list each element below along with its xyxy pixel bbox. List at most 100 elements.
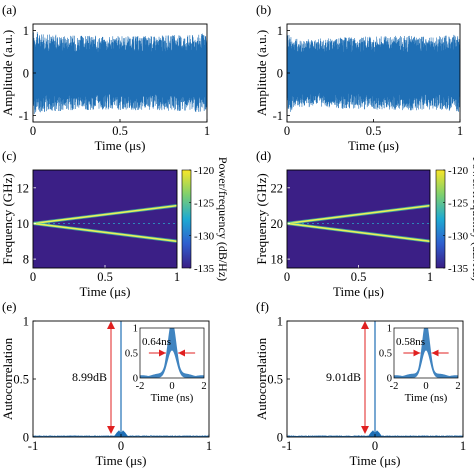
- inset-x-axis-label: Time (ns): [405, 392, 448, 404]
- colorbar-tick-label: -135: [194, 263, 215, 275]
- axes-frame: [286, 320, 464, 438]
- inset-frame: [139, 327, 205, 379]
- y-axis-label: Autocorrelation: [0, 337, 15, 420]
- y-tick-label: 0: [23, 431, 29, 445]
- x-tick-label: -1: [282, 439, 292, 453]
- chirp-trace-1: [32, 222, 178, 243]
- x-axis-label: Time (μs): [80, 284, 131, 299]
- y-tick-label: 8: [23, 253, 29, 267]
- panel-label: (b): [256, 2, 271, 17]
- y-tick-label: 1: [23, 315, 29, 329]
- y-axis-label: Autocorrelation: [254, 337, 269, 420]
- inset-y-tick-label: 0: [387, 374, 392, 385]
- y-tick-label: 0: [277, 431, 283, 445]
- colorbar-tick-label: -125: [448, 198, 469, 210]
- inset-y-tick-label: 0.5: [379, 349, 392, 360]
- chirp-trace-1: [286, 222, 431, 243]
- fwhm-label: 0.58ns: [396, 336, 425, 348]
- waveform-series: [286, 34, 461, 113]
- colorbar-tick-label: -135: [448, 263, 469, 275]
- y-tick-label: 0.5: [267, 373, 283, 387]
- y-tick-label: 1: [277, 315, 283, 329]
- y-tick-label: 0: [23, 67, 29, 81]
- y-tick-label: 1: [277, 24, 283, 38]
- x-tick-label: 1: [206, 439, 212, 453]
- panel-d: 0 0.5 1 18 20 22 Time (μs) Frequency (GHz) (d) -1…: [254, 148, 474, 299]
- sidelobe-ratio-label: 9.01dB: [326, 370, 361, 384]
- inset-frame: [393, 327, 459, 379]
- x-tick-label: 1: [204, 124, 210, 138]
- panel-label: (a): [2, 2, 16, 17]
- y-tick-label: -1: [273, 109, 283, 123]
- panel-label: (e): [2, 299, 16, 314]
- x-axis-label: Time (μs): [333, 284, 384, 299]
- inset-y-tick-label: 1: [387, 324, 392, 335]
- x-tick-label: 0: [372, 439, 378, 453]
- inset-x-tick-label: 0: [423, 381, 428, 392]
- inset-y-tick-label: 0.5: [125, 349, 138, 360]
- x-axis-label: Time (μs): [350, 453, 401, 468]
- colorbar-label: Power/frequency (dB/Hz): [470, 157, 474, 281]
- y-axis-label: Amplitude (a.u.): [0, 30, 15, 116]
- y-tick-label: 1: [23, 24, 29, 38]
- x-tick-label: 0.5: [366, 124, 382, 138]
- spectrogram-background: [33, 170, 177, 268]
- colorbar-tick-label: -120: [448, 165, 469, 177]
- colorbar: [181, 169, 192, 269]
- inset-x-tick-label: -2: [136, 381, 145, 392]
- x-tick-label: 0.5: [112, 124, 128, 138]
- panel-label: (f): [256, 299, 269, 314]
- sidelobe-ratio-label: 8.99dB: [72, 370, 107, 384]
- y-axis-label: Frequency (GHz): [0, 173, 15, 264]
- panel-label: (c): [2, 148, 16, 163]
- chirp-trace-0: [286, 204, 431, 225]
- colorbar-tick-label: -125: [194, 198, 215, 210]
- x-tick-label: 0.5: [97, 270, 113, 284]
- inset-envelope: [394, 328, 458, 378]
- y-tick-label: -1: [19, 109, 29, 123]
- axes-frame: [286, 23, 461, 123]
- x-tick-label: 1: [427, 270, 433, 284]
- inset-x-axis-label: Time (ns): [151, 392, 194, 404]
- inset-envelope: [140, 328, 204, 378]
- x-tick-label: -1: [28, 439, 38, 453]
- fwhm-label: 0.64ns: [142, 336, 171, 348]
- colorbar-tick-label: -130: [194, 230, 215, 242]
- y-tick-label: 12: [17, 181, 30, 195]
- x-tick-label: 1: [460, 439, 466, 453]
- colorbar: [435, 169, 446, 269]
- panel-label: (d): [256, 148, 271, 163]
- y-tick-label: 0: [277, 67, 283, 81]
- y-tick-label: 22: [271, 181, 284, 195]
- y-tick-label: 0.5: [13, 373, 29, 387]
- colorbar-label: Power/frequency (dB/Hz): [216, 157, 230, 281]
- x-tick-label: 0: [284, 124, 290, 138]
- y-tick-label: 20: [271, 217, 284, 231]
- inset-x-tick-label: 2: [201, 381, 206, 392]
- y-tick-label: 18: [271, 253, 284, 267]
- panel-c: 0 0.5 1 8 10 12 Time (μs) Frequency (GHz) (c) -12…: [0, 148, 230, 299]
- inset-y-tick-label: 1: [133, 324, 138, 335]
- y-axis-label: Amplitude (a.u.): [254, 30, 269, 116]
- axes-frame: [32, 169, 178, 269]
- x-tick-label: 0: [284, 270, 290, 284]
- inset-x-tick-label: 2: [455, 381, 460, 392]
- axes-frame: [32, 320, 210, 438]
- spectrogram-background: [287, 170, 430, 268]
- axes-frame: [286, 169, 431, 269]
- x-axis-label: Time (μs): [95, 138, 146, 153]
- x-tick-label: 1: [457, 124, 463, 138]
- y-axis-label: Frequency (GHz): [254, 173, 269, 264]
- y-tick-label: 10: [17, 217, 30, 231]
- x-tick-label: 0: [30, 124, 36, 138]
- axes-frame: [32, 23, 208, 123]
- waveform-series: [32, 32, 208, 115]
- colorbar-tick-label: -130: [448, 230, 469, 242]
- inset-x-tick-label: -2: [390, 381, 399, 392]
